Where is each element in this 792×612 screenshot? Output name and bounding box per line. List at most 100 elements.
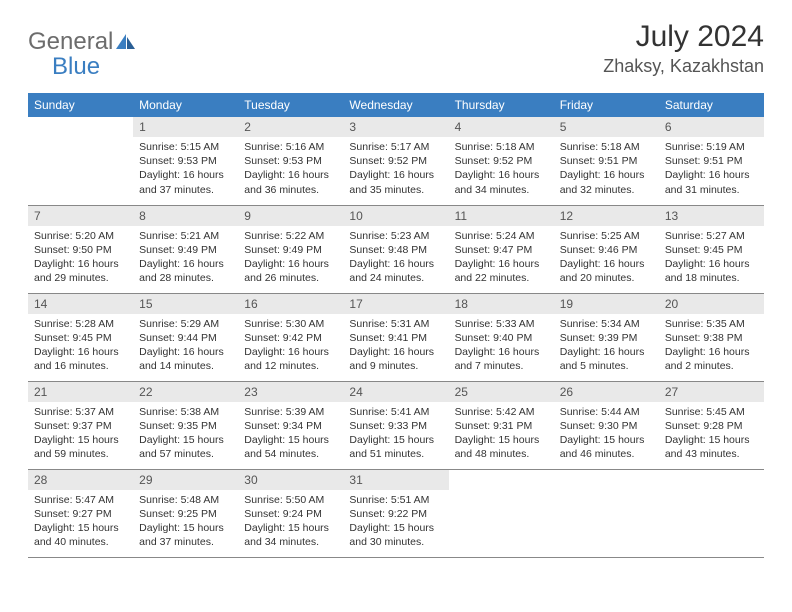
calendar-cell: 13Sunrise: 5:27 AMSunset: 9:45 PMDayligh… xyxy=(659,205,764,293)
day-number: 12 xyxy=(554,206,659,226)
calendar-cell: 16Sunrise: 5:30 AMSunset: 9:42 PMDayligh… xyxy=(238,293,343,381)
calendar-cell: 26Sunrise: 5:44 AMSunset: 9:30 PMDayligh… xyxy=(554,381,659,469)
day-number: 4 xyxy=(449,117,554,137)
calendar-cell: 31Sunrise: 5:51 AMSunset: 9:22 PMDayligh… xyxy=(343,469,448,557)
day-content: Sunrise: 5:44 AMSunset: 9:30 PMDaylight:… xyxy=(554,402,659,467)
calendar-row: 14Sunrise: 5:28 AMSunset: 9:45 PMDayligh… xyxy=(28,293,764,381)
calendar-cell: 11Sunrise: 5:24 AMSunset: 9:47 PMDayligh… xyxy=(449,205,554,293)
day-content: Sunrise: 5:45 AMSunset: 9:28 PMDaylight:… xyxy=(659,402,764,467)
day-content: Sunrise: 5:18 AMSunset: 9:51 PMDaylight:… xyxy=(554,137,659,202)
calendar-cell: 14Sunrise: 5:28 AMSunset: 9:45 PMDayligh… xyxy=(28,293,133,381)
day-content: Sunrise: 5:48 AMSunset: 9:25 PMDaylight:… xyxy=(133,490,238,555)
weekday-header: Monday xyxy=(133,93,238,117)
day-number: 29 xyxy=(133,470,238,490)
calendar-cell: 9Sunrise: 5:22 AMSunset: 9:49 PMDaylight… xyxy=(238,205,343,293)
day-number: 26 xyxy=(554,382,659,402)
day-content: Sunrise: 5:38 AMSunset: 9:35 PMDaylight:… xyxy=(133,402,238,467)
calendar-cell xyxy=(28,117,133,205)
day-content: Sunrise: 5:42 AMSunset: 9:31 PMDaylight:… xyxy=(449,402,554,467)
calendar-cell: 6Sunrise: 5:19 AMSunset: 9:51 PMDaylight… xyxy=(659,117,764,205)
day-number: 17 xyxy=(343,294,448,314)
day-content: Sunrise: 5:51 AMSunset: 9:22 PMDaylight:… xyxy=(343,490,448,555)
day-number: 28 xyxy=(28,470,133,490)
day-content: Sunrise: 5:34 AMSunset: 9:39 PMDaylight:… xyxy=(554,314,659,379)
calendar-cell: 4Sunrise: 5:18 AMSunset: 9:52 PMDaylight… xyxy=(449,117,554,205)
day-number: 23 xyxy=(238,382,343,402)
day-number: 18 xyxy=(449,294,554,314)
day-number: 9 xyxy=(238,206,343,226)
day-number xyxy=(28,117,133,123)
weekday-header: Thursday xyxy=(449,93,554,117)
calendar-cell xyxy=(659,469,764,557)
day-number: 6 xyxy=(659,117,764,137)
calendar-row: 1Sunrise: 5:15 AMSunset: 9:53 PMDaylight… xyxy=(28,117,764,205)
day-number: 3 xyxy=(343,117,448,137)
day-content: Sunrise: 5:22 AMSunset: 9:49 PMDaylight:… xyxy=(238,226,343,291)
logo-text-general: General xyxy=(28,28,113,56)
day-number: 14 xyxy=(28,294,133,314)
day-content: Sunrise: 5:33 AMSunset: 9:40 PMDaylight:… xyxy=(449,314,554,379)
day-number: 10 xyxy=(343,206,448,226)
weekday-header-row: Sunday Monday Tuesday Wednesday Thursday… xyxy=(28,93,764,117)
day-number: 21 xyxy=(28,382,133,402)
logo: General xyxy=(28,28,139,56)
day-content: Sunrise: 5:37 AMSunset: 9:37 PMDaylight:… xyxy=(28,402,133,467)
day-content: Sunrise: 5:41 AMSunset: 9:33 PMDaylight:… xyxy=(343,402,448,467)
calendar-cell: 10Sunrise: 5:23 AMSunset: 9:48 PMDayligh… xyxy=(343,205,448,293)
day-content: Sunrise: 5:27 AMSunset: 9:45 PMDaylight:… xyxy=(659,226,764,291)
calendar-cell: 22Sunrise: 5:38 AMSunset: 9:35 PMDayligh… xyxy=(133,381,238,469)
day-number: 1 xyxy=(133,117,238,137)
day-content: Sunrise: 5:25 AMSunset: 9:46 PMDaylight:… xyxy=(554,226,659,291)
day-number: 22 xyxy=(133,382,238,402)
calendar-cell: 18Sunrise: 5:33 AMSunset: 9:40 PMDayligh… xyxy=(449,293,554,381)
month-title: July 2024 xyxy=(603,20,764,54)
day-content: Sunrise: 5:47 AMSunset: 9:27 PMDaylight:… xyxy=(28,490,133,555)
day-number: 15 xyxy=(133,294,238,314)
day-number: 27 xyxy=(659,382,764,402)
calendar-cell: 23Sunrise: 5:39 AMSunset: 9:34 PMDayligh… xyxy=(238,381,343,469)
day-number: 11 xyxy=(449,206,554,226)
day-number: 16 xyxy=(238,294,343,314)
calendar-cell: 30Sunrise: 5:50 AMSunset: 9:24 PMDayligh… xyxy=(238,469,343,557)
day-number: 25 xyxy=(449,382,554,402)
calendar-cell: 1Sunrise: 5:15 AMSunset: 9:53 PMDaylight… xyxy=(133,117,238,205)
calendar-row: 21Sunrise: 5:37 AMSunset: 9:37 PMDayligh… xyxy=(28,381,764,469)
day-content: Sunrise: 5:20 AMSunset: 9:50 PMDaylight:… xyxy=(28,226,133,291)
weekday-header: Tuesday xyxy=(238,93,343,117)
day-content: Sunrise: 5:28 AMSunset: 9:45 PMDaylight:… xyxy=(28,314,133,379)
day-number: 5 xyxy=(554,117,659,137)
calendar-cell xyxy=(554,469,659,557)
weekday-header: Saturday xyxy=(659,93,764,117)
calendar-cell: 27Sunrise: 5:45 AMSunset: 9:28 PMDayligh… xyxy=(659,381,764,469)
day-content: Sunrise: 5:30 AMSunset: 9:42 PMDaylight:… xyxy=(238,314,343,379)
calendar-cell: 12Sunrise: 5:25 AMSunset: 9:46 PMDayligh… xyxy=(554,205,659,293)
calendar-cell xyxy=(449,469,554,557)
day-content: Sunrise: 5:31 AMSunset: 9:41 PMDaylight:… xyxy=(343,314,448,379)
calendar-cell: 29Sunrise: 5:48 AMSunset: 9:25 PMDayligh… xyxy=(133,469,238,557)
day-number xyxy=(449,470,554,476)
weekday-header: Sunday xyxy=(28,93,133,117)
calendar-row: 28Sunrise: 5:47 AMSunset: 9:27 PMDayligh… xyxy=(28,469,764,557)
logo-text-blue: Blue xyxy=(52,53,100,80)
calendar-cell: 15Sunrise: 5:29 AMSunset: 9:44 PMDayligh… xyxy=(133,293,238,381)
day-number: 19 xyxy=(554,294,659,314)
day-number xyxy=(659,470,764,476)
day-number: 8 xyxy=(133,206,238,226)
day-number: 20 xyxy=(659,294,764,314)
logo-sail-icon xyxy=(115,33,137,51)
day-number: 24 xyxy=(343,382,448,402)
day-content: Sunrise: 5:35 AMSunset: 9:38 PMDaylight:… xyxy=(659,314,764,379)
calendar-cell: 24Sunrise: 5:41 AMSunset: 9:33 PMDayligh… xyxy=(343,381,448,469)
calendar-cell: 28Sunrise: 5:47 AMSunset: 9:27 PMDayligh… xyxy=(28,469,133,557)
day-number: 2 xyxy=(238,117,343,137)
calendar-table: Sunday Monday Tuesday Wednesday Thursday… xyxy=(28,93,764,558)
day-content: Sunrise: 5:23 AMSunset: 9:48 PMDaylight:… xyxy=(343,226,448,291)
day-content: Sunrise: 5:29 AMSunset: 9:44 PMDaylight:… xyxy=(133,314,238,379)
day-content: Sunrise: 5:50 AMSunset: 9:24 PMDaylight:… xyxy=(238,490,343,555)
calendar-cell: 21Sunrise: 5:37 AMSunset: 9:37 PMDayligh… xyxy=(28,381,133,469)
day-number: 30 xyxy=(238,470,343,490)
weekday-header: Wednesday xyxy=(343,93,448,117)
calendar-row: 7Sunrise: 5:20 AMSunset: 9:50 PMDaylight… xyxy=(28,205,764,293)
day-content: Sunrise: 5:16 AMSunset: 9:53 PMDaylight:… xyxy=(238,137,343,202)
day-number: 13 xyxy=(659,206,764,226)
